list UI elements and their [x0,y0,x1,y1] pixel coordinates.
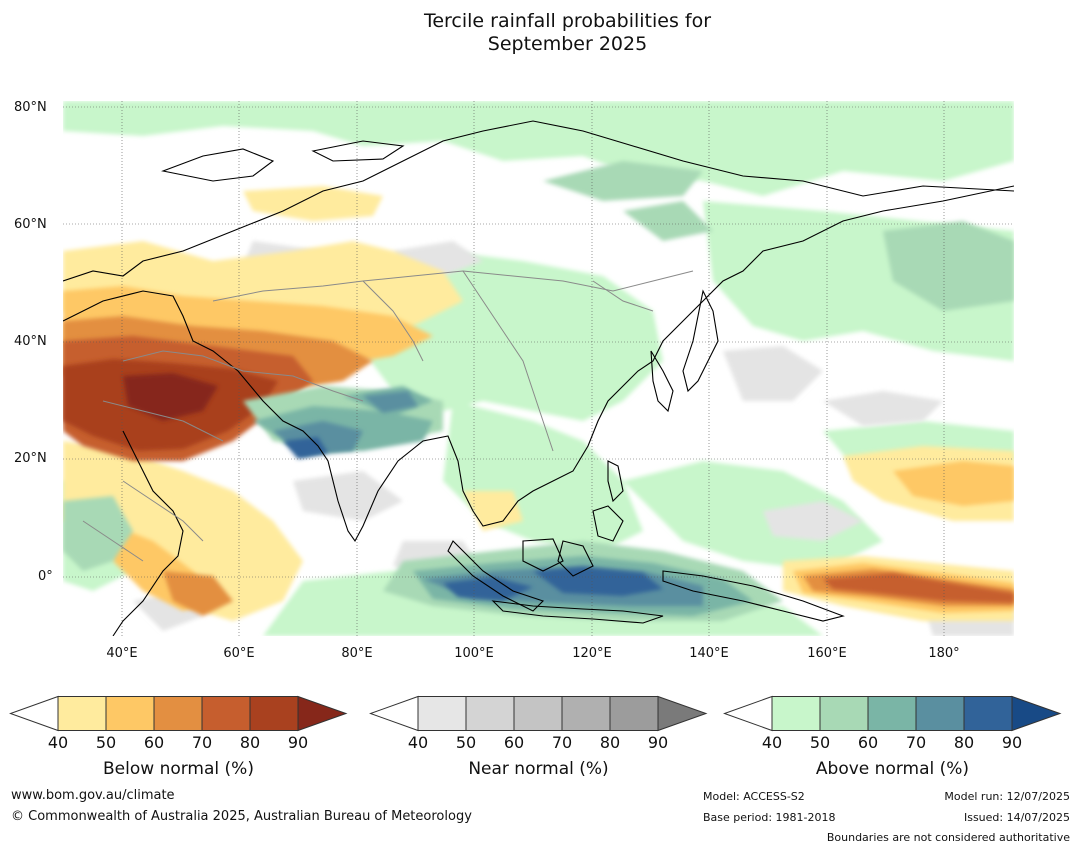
footer-boundaries-note: Boundaries are not considered authoritat… [826,831,1070,844]
colorbar-above-tick-40: 40 [761,733,783,752]
lon-label-80e: 80°E [341,646,373,661]
colorbar-near-tick-50: 50 [455,733,477,752]
lon-label-60e: 60°E [223,646,255,661]
colorbar-near-tick-80: 80 [599,733,621,752]
colorbar-below-title: Below normal (%) [103,759,254,779]
lat-label-60n: 60°N [14,217,47,232]
colorbar-near-swatch-0 [417,696,467,731]
colorbar-below-tick-70: 70 [191,733,213,752]
colorbar-above-normal [723,695,1062,732]
lat-label-40n: 40°N [14,334,47,349]
colorbar-near-upper-extend [657,695,708,732]
below-normal-90-field [123,373,218,421]
colorbar-above-tick-50: 50 [809,733,831,752]
colorbar-below-swatch-1 [105,696,155,731]
colorbar-above-tick-70: 70 [905,733,927,752]
colorbar-above-title: Above normal (%) [815,759,970,779]
lon-label-100e: 100°E [454,646,494,661]
colorbar-below-normal [9,695,348,732]
colorbar-above-swatch-1 [819,696,869,731]
map-title-line2: September 2025 [487,33,648,55]
lon-label-120e: 120°E [572,646,612,661]
colorbar-near-tick-40: 40 [407,733,429,752]
lon-label-180: 180° [928,646,960,661]
lat-label-equator: 0° [38,569,53,584]
colorbar-below-swatch-2 [153,696,203,731]
colorbar-near-tick-90: 90 [647,733,669,752]
colorbar-above-tick-80: 80 [953,733,975,752]
colorbar-below-tick-80: 80 [239,733,261,752]
lat-label-80n: 80°N [14,100,47,115]
colorbar-above-swatch-4 [963,696,1013,731]
colorbar-above-upper-extend [1011,695,1062,732]
colorbar-below-swatch-3 [201,696,251,731]
colorbar-near-swatch-1 [465,696,515,731]
footer-url[interactable]: www.bom.gov.au/climate [11,788,175,803]
colorbar-above-swatch-2 [867,696,917,731]
colorbar-below-tick-50: 50 [95,733,117,752]
footer-copyright: © Commonwealth of Australia 2025, Austra… [11,809,472,824]
colorbar-below-lower-extend [9,695,59,732]
lon-label-40e: 40°E [106,646,138,661]
colorbar-near-title: Near normal (%) [468,759,609,779]
footer-model-run: Model run: 12/07/2025 [944,790,1070,803]
colorbar-below-swatch-4 [249,696,299,731]
lon-label-140e: 140°E [689,646,729,661]
colorbar-below-tick-40: 40 [47,733,69,752]
footer-model: Model: ACCESS-S2 [703,790,805,803]
footer-issued: Issued: 14/07/2025 [963,811,1070,824]
colorbar-below-upper-extend [297,695,348,732]
colorbar-below-tick-90: 90 [287,733,309,752]
colorbar-near-tick-60: 60 [503,733,525,752]
colorbar-near-tick-70: 70 [551,733,573,752]
colorbar-above-swatch-0 [771,696,821,731]
map-title-line1: Tercile rainfall probabilities for [423,10,712,32]
colorbar-near-swatch-3 [561,696,611,731]
graticule [63,101,1014,636]
country-borders [82,270,694,562]
coastlines [63,120,1014,636]
colorbar-above-tick-60: 60 [857,733,879,752]
rainfall-probability-map [63,101,1014,636]
colorbar-above-tick-90: 90 [1001,733,1023,752]
lat-label-20n: 20°N [14,451,47,466]
colorbar-near-normal [369,695,708,732]
map-title: Tercile rainfall probabilities for Septe… [0,10,1081,56]
map-canvas [63,101,1014,636]
colorbar-above-lower-extend [723,695,773,732]
colorbar-below-tick-60: 60 [143,733,165,752]
colorbar-near-swatch-2 [513,696,563,731]
lon-label-160e: 160°E [807,646,847,661]
colorbar-below-swatch-0 [57,696,107,731]
colorbar-above-swatch-3 [915,696,965,731]
above-normal-80-field [283,437,663,601]
colorbar-near-lower-extend [369,695,419,732]
footer-base-period: Base period: 1981-2018 [703,811,836,824]
colorbar-near-swatch-4 [609,696,659,731]
